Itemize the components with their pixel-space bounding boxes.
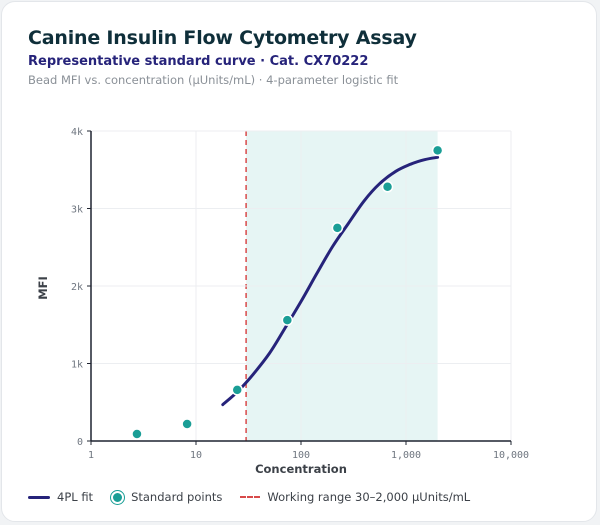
legend-points-label: Standard points xyxy=(131,490,223,504)
chart-title: Canine Insulin Flow Cytometry Assay xyxy=(28,27,417,49)
chart-subtitle: Representative standard curve · Cat. CX7… xyxy=(28,54,369,69)
x-tick-label: 10 xyxy=(190,450,202,461)
standard-point xyxy=(431,144,444,157)
legend-fit-swatch xyxy=(28,495,50,499)
standard-point xyxy=(181,418,193,430)
standard-point xyxy=(231,384,243,396)
x-tick-label: 1 xyxy=(88,450,94,461)
legend-fit-label: 4PL fit xyxy=(57,490,94,504)
fit-curve xyxy=(221,155,440,407)
x-axis-label: Concentration xyxy=(255,462,347,476)
x-tick-label: 1,000 xyxy=(391,450,421,461)
chart-caption: Bead MFI vs. concentration (µUnits/mL) ·… xyxy=(28,73,399,87)
legend-range-label: Working range 30–2,000 µUnits/mL xyxy=(267,490,471,504)
legend-points: Standard points xyxy=(111,490,222,504)
standard-point xyxy=(281,314,294,326)
y-tick-label: 0 xyxy=(77,437,83,448)
standard-point xyxy=(131,428,143,440)
chart-legend: 4PL fit Standard points Working range 30… xyxy=(28,490,470,504)
x-tick-label: 10,000 xyxy=(493,450,529,461)
legend-range-swatch xyxy=(240,496,261,498)
legend-points-swatch xyxy=(111,490,125,504)
y-tick-label: 4k xyxy=(71,127,83,138)
y-axis-label: MFI xyxy=(36,276,50,300)
legend-fit: 4PL fit xyxy=(28,490,93,504)
standard-point xyxy=(381,181,394,193)
standard-point xyxy=(331,222,344,234)
y-tick-label: 2k xyxy=(71,282,83,293)
y-tick-label: 3k xyxy=(71,205,83,216)
x-tick-label: 100 xyxy=(292,450,310,461)
legend-range: Working range 30–2,000 µUnits/mL xyxy=(240,490,470,504)
y-tick-label: 1k xyxy=(71,360,83,371)
